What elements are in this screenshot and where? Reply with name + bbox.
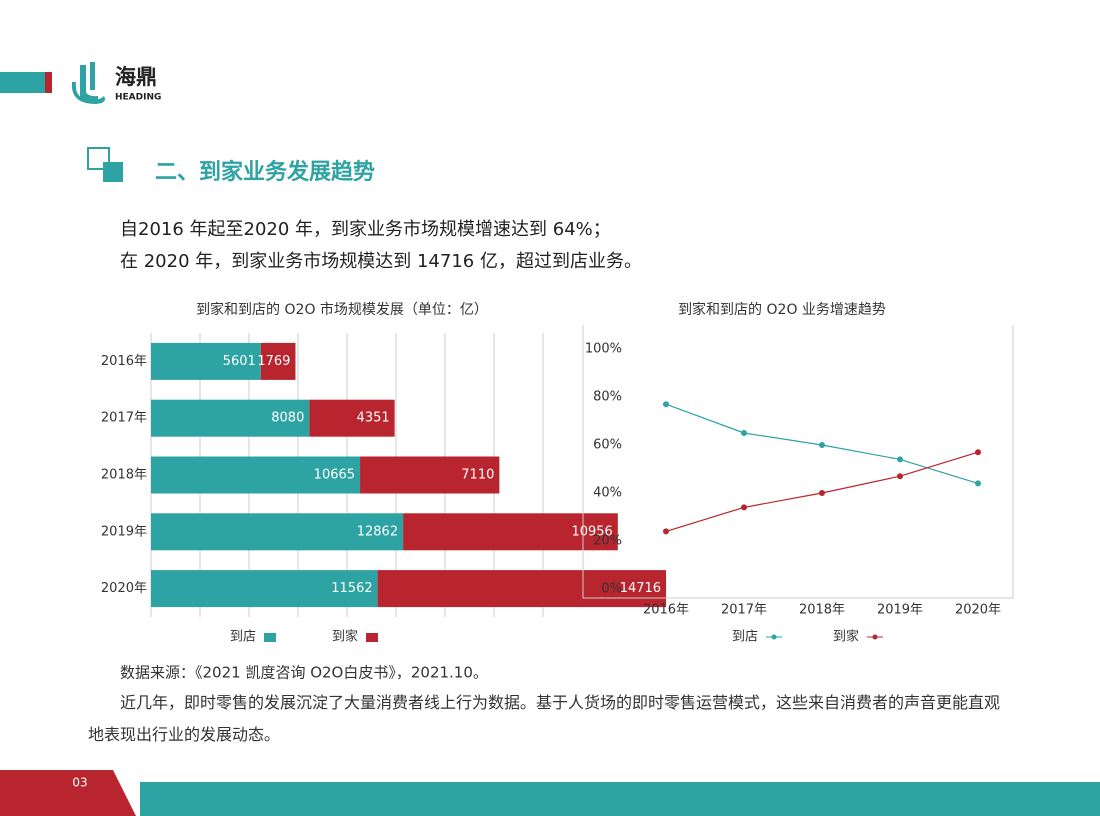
source-note: 数据来源：《2021 凯度咨询 O2O白皮书》，2021.10。 — [120, 664, 488, 682]
data-label: 7110 — [461, 468, 494, 483]
y-tick-label: 80% — [593, 390, 622, 405]
chart-title: 到家和到店的 O2O 市场规模发展（单位：亿） — [196, 301, 488, 318]
y-tick-label: 20% — [593, 534, 622, 549]
bar — [151, 513, 404, 551]
point — [975, 449, 981, 456]
logo-icon — [71, 62, 105, 104]
y-tick-label: 2020年 — [101, 581, 147, 596]
data-label: 8080 — [271, 411, 304, 426]
data-label: 12862 — [357, 524, 398, 539]
x-tick-label: 2020年 — [955, 603, 1001, 618]
x-tick-label: 2016年 — [643, 603, 689, 618]
point — [897, 473, 903, 480]
legend-label: 到店 — [230, 630, 256, 645]
bar — [151, 456, 361, 494]
data-label: 10956 — [571, 524, 612, 539]
point — [741, 504, 747, 511]
y-tick-label: 40% — [593, 486, 622, 501]
bar — [403, 513, 618, 551]
legend-marker — [771, 634, 777, 640]
bar — [151, 342, 261, 380]
bar — [260, 342, 296, 380]
legend-label: 到家 — [332, 629, 358, 645]
y-tick-label: 100% — [585, 342, 622, 357]
bar — [151, 570, 378, 608]
highlight: 自2016 年起至2020 年，到家业务市场规模增速达到 64%； — [120, 219, 611, 240]
page-number: 03 — [72, 776, 87, 790]
data-label: 4351 — [357, 411, 390, 426]
y-tick-label: 2016年 — [101, 354, 147, 369]
point — [663, 528, 669, 535]
x-tick-label: 2017年 — [721, 603, 767, 618]
point — [819, 442, 825, 448]
chart-frame — [582, 325, 1014, 599]
header-accent — [45, 72, 52, 93]
y-tick-label: 2017年 — [101, 411, 147, 426]
section-icon — [103, 162, 123, 182]
point — [741, 430, 747, 436]
bar — [360, 456, 500, 494]
chart-title: 到家和到店的 O2O 业务增速趋势 — [678, 301, 886, 318]
y-tick-label: 60% — [593, 438, 622, 453]
legend-label: 到店 — [732, 630, 758, 645]
logo-text: 海鼎 — [115, 65, 157, 89]
legend-label: 到家 — [833, 629, 859, 645]
header-bar — [0, 72, 45, 93]
footer-accent — [0, 770, 136, 816]
body-paragraph: 近几年，即时零售的发展沉淀了大量消费者线上行为数据。基于人货场的即时零售运营模式… — [88, 693, 1001, 744]
data-label: 14716 — [620, 581, 661, 596]
data-label: 10665 — [314, 468, 355, 483]
point — [819, 490, 825, 496]
x-tick-label: 2018年 — [799, 603, 845, 618]
data-label: 1769 — [257, 354, 290, 369]
bar — [377, 570, 667, 608]
point — [897, 456, 903, 463]
y-tick-label: 0% — [601, 582, 622, 597]
bar — [309, 399, 395, 437]
legend-marker — [264, 633, 277, 642]
data-label: 5601 — [223, 354, 256, 369]
highlight: 在 2020 年，到家业务市场规模达到 14716 亿，超过到店业务。 — [120, 251, 642, 272]
legend-marker — [872, 634, 878, 640]
bar — [151, 399, 310, 437]
data-label: 11562 — [331, 581, 372, 596]
point — [975, 480, 981, 487]
legend-marker — [366, 633, 379, 642]
y-tick-label: 2018年 — [101, 468, 147, 483]
point — [663, 401, 669, 408]
section-icon-outline — [87, 147, 110, 170]
x-tick-label: 2019年 — [877, 603, 923, 618]
footer-bar — [140, 782, 1100, 816]
logo-subtext: HEADING — [115, 93, 161, 103]
section-title: 二、到家业务发展趋势 — [155, 159, 375, 185]
y-tick-label: 2019年 — [101, 524, 147, 539]
